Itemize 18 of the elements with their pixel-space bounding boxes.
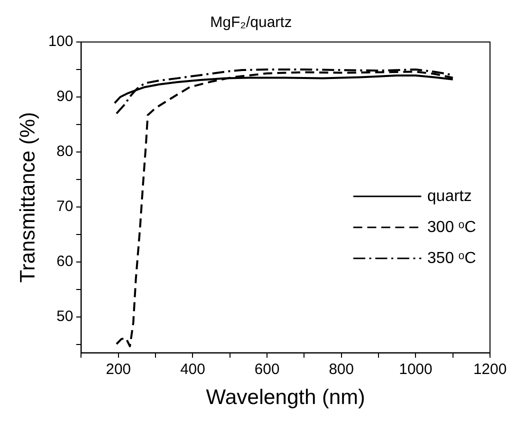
y-tick-label: 50	[56, 308, 74, 326]
legend-label: quartz	[427, 188, 472, 205]
x-axis-title: Wavelength (nm)	[206, 386, 366, 410]
legend-label: 300 ᵒC	[427, 218, 476, 236]
y-axis-title: Transmittance (%)	[16, 112, 40, 283]
legend-label: 350 ᵒC	[427, 250, 476, 267]
y-tick-label: 80	[56, 143, 74, 160]
x-tick-label: 1000	[398, 360, 432, 378]
x-tick-label: 800	[328, 360, 354, 378]
x-tick-label: 400	[180, 360, 206, 378]
chart-title: MgF₂/quartz	[210, 14, 292, 32]
x-tick-label: 600	[254, 360, 280, 378]
x-tick-label: 1200	[473, 360, 507, 378]
x-tick-label: 200	[106, 360, 131, 378]
y-tick-label: 70	[56, 198, 74, 216]
y-tick-label: 60	[56, 253, 74, 270]
y-tick-label: 90	[56, 88, 74, 106]
y-tick-label: 100	[48, 33, 74, 50]
